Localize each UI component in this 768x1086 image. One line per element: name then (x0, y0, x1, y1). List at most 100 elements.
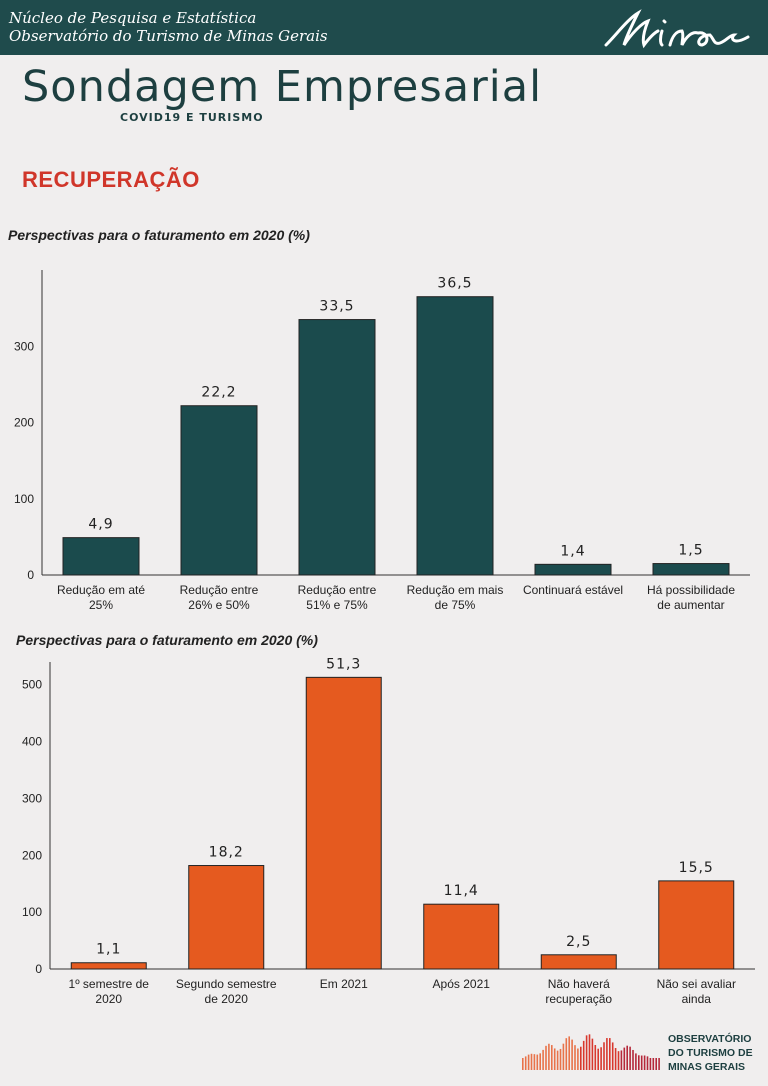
x-tick-label: Redução em até (57, 583, 145, 597)
org-line-2: Observatório do Turismo de Minas Gerais (9, 27, 328, 45)
data-label: 4,9 (88, 517, 113, 533)
x-tick-label: de 2020 (205, 992, 249, 1006)
page-title: Sondagem Empresarial (22, 62, 543, 112)
skyline-bar (551, 1045, 553, 1070)
skyline-bar (658, 1058, 660, 1070)
skyline-bar (623, 1047, 626, 1070)
skyline-bar (582, 1040, 585, 1070)
observatorio-logo-text: OBSERVATÓRIO DO TURISMO DE MINAS GERAIS (668, 1032, 753, 1074)
y-tick-label: 200 (22, 848, 42, 862)
data-label: 2,5 (566, 934, 591, 950)
skyline-bar (585, 1035, 588, 1070)
x-tick-label: Não haverá (548, 977, 610, 991)
bar (534, 563, 612, 576)
skyline-bar (542, 1049, 544, 1070)
x-tick-label: Continuará estável (523, 583, 623, 597)
skyline-bar (536, 1054, 539, 1070)
x-tick-label: de aumentar (657, 598, 724, 612)
bar (188, 865, 265, 970)
skyline-bar (562, 1043, 565, 1070)
skyline-bar (597, 1048, 599, 1070)
skyline-bar (522, 1058, 524, 1070)
skyline-bar (649, 1058, 652, 1070)
x-tick-label: ainda (682, 992, 712, 1006)
x-tick-label: Há possibilidade (647, 583, 735, 597)
x-tick-label: Após 2021 (433, 977, 491, 991)
chart-2-title: Perspectivas para o faturamento em 2020 … (16, 632, 318, 648)
bar (62, 537, 140, 576)
skyline-bar (591, 1038, 594, 1070)
skyline-bar (643, 1055, 646, 1070)
y-tick-label: 300 (22, 791, 42, 805)
skyline-bar (568, 1036, 570, 1070)
x-tick-label: 25% (89, 598, 113, 612)
data-label: 36,5 (437, 276, 472, 292)
x-tick-label: Redução em mais (407, 583, 504, 597)
skyline-bar (524, 1056, 527, 1070)
observatorio-logo-graphic (522, 1034, 660, 1070)
skyline-bar (609, 1038, 611, 1070)
data-label: 33,5 (319, 299, 354, 315)
skyline-bar (571, 1039, 573, 1070)
bar (658, 880, 735, 970)
x-tick-label: de 75% (435, 598, 476, 612)
data-label: 18,2 (209, 845, 244, 861)
y-tick-label: 400 (22, 735, 42, 749)
skyline-bar (600, 1047, 602, 1070)
header-bar: Núcleo de Pesquisa e Estatística Observa… (0, 0, 768, 55)
skyline-bar (646, 1056, 649, 1070)
skyline-bar (603, 1042, 605, 1070)
skyline-bar (556, 1050, 559, 1070)
data-label: 51,3 (326, 656, 361, 672)
data-label: 1,1 (96, 942, 121, 958)
bar (298, 319, 376, 576)
skyline-bar (635, 1053, 637, 1070)
y-tick-label: 200 (14, 416, 34, 430)
bar (416, 296, 494, 576)
skyline-bar (533, 1054, 536, 1070)
bar (423, 903, 500, 970)
footer-line-1: OBSERVATÓRIO (668, 1033, 752, 1045)
bar (540, 954, 617, 970)
skyline-bar (574, 1045, 576, 1070)
skyline-bar (565, 1038, 568, 1070)
data-label: 15,5 (679, 860, 714, 876)
skyline-bar (580, 1046, 582, 1070)
bar (70, 962, 147, 970)
skyline-bar (539, 1053, 541, 1070)
page-subtitle: COVID19 E TURISMO (120, 111, 264, 124)
skyline-bar (640, 1055, 643, 1070)
bar (180, 405, 258, 576)
skyline-bar (588, 1034, 591, 1070)
skyline-bar (626, 1045, 628, 1070)
x-tick-label: Não sei avaliar (657, 977, 736, 991)
skyline-bar (632, 1049, 634, 1070)
org-line-1: Núcleo de Pesquisa e Estatística (9, 9, 257, 27)
y-tick-label: 0 (35, 962, 42, 976)
skyline-bar (611, 1042, 614, 1070)
y-tick-label: 500 (22, 678, 42, 692)
y-tick-label: 100 (14, 492, 34, 506)
x-tick-label: Em 2021 (320, 977, 368, 991)
skyline-bar (594, 1045, 597, 1070)
skyline-bar (620, 1050, 623, 1070)
x-tick-label: 51% e 75% (306, 598, 368, 612)
x-tick-label: 2020 (95, 992, 122, 1006)
x-tick-label: Segundo semestre (176, 977, 277, 991)
skyline-bar (614, 1048, 617, 1070)
x-tick-label: Redução entre (298, 583, 377, 597)
bar (305, 676, 382, 970)
y-tick-label: 300 (14, 339, 34, 353)
footer-line-2: DO TURISMO DE (668, 1047, 753, 1059)
x-tick-label: 1º semestre de (69, 977, 150, 991)
skyline-bar (527, 1054, 530, 1070)
data-label: 11,4 (444, 883, 479, 899)
y-tick-label: 0 (27, 568, 34, 582)
footer-line-3: MINAS GERAIS (668, 1061, 746, 1073)
section-title: RECUPERAÇÃO (22, 167, 200, 192)
x-tick-label: 26% e 50% (188, 598, 250, 612)
skyline-bar (652, 1058, 655, 1070)
skyline-bar (617, 1051, 620, 1070)
data-label: 22,2 (201, 385, 236, 401)
